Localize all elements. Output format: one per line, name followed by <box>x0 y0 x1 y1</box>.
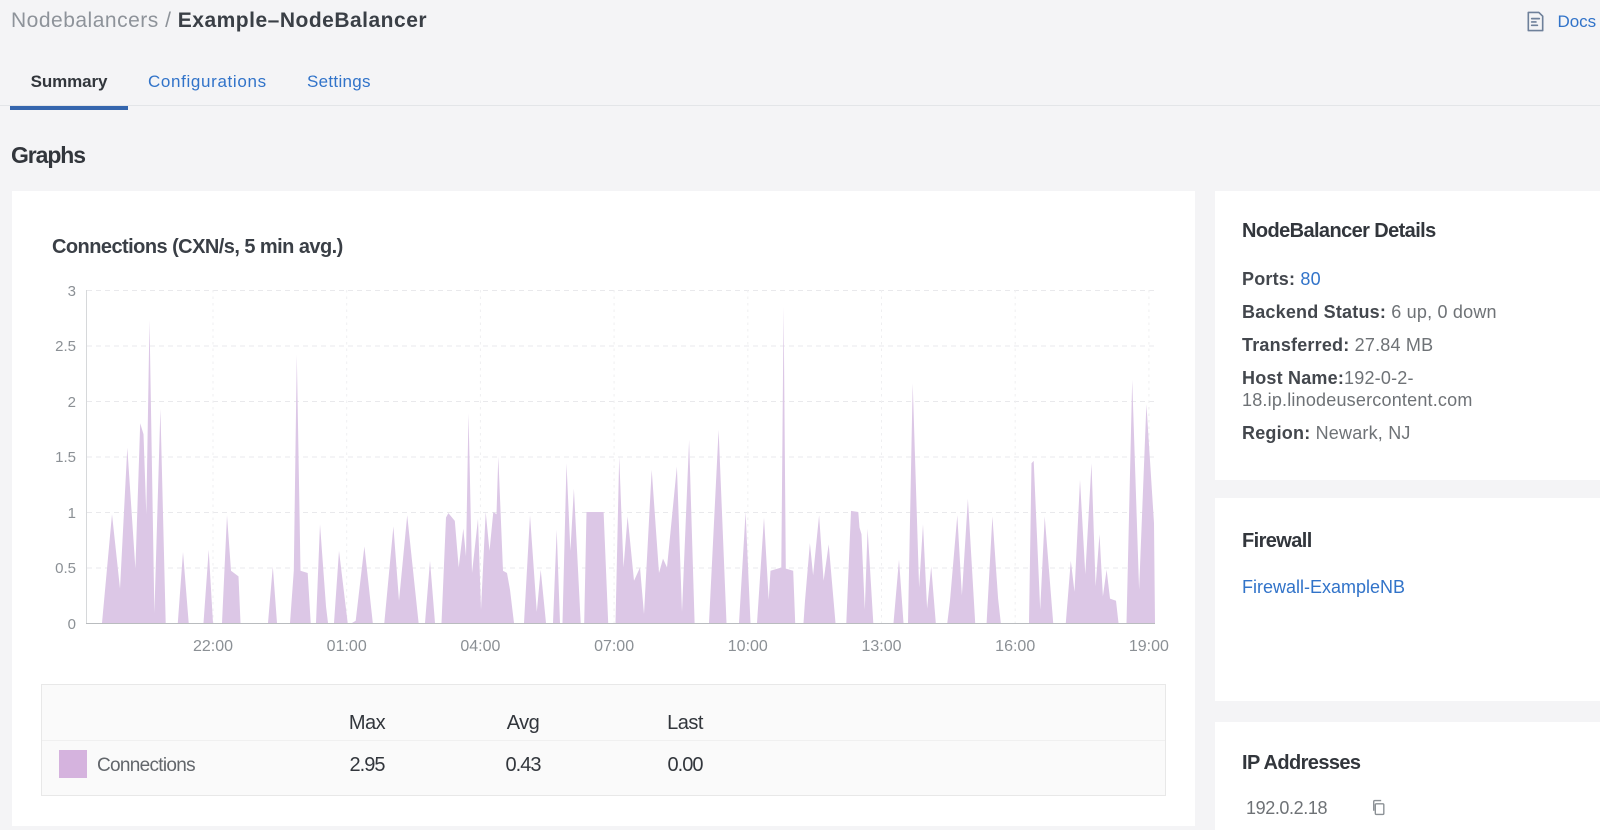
svg-text:10:00: 10:00 <box>728 638 768 655</box>
svg-text:19:00: 19:00 <box>1129 638 1169 655</box>
svg-text:01:00: 01:00 <box>327 638 367 655</box>
svg-text:3: 3 <box>68 283 76 300</box>
svg-text:0: 0 <box>68 616 76 633</box>
svg-text:2.5: 2.5 <box>55 338 76 355</box>
svg-text:0.5: 0.5 <box>55 560 76 577</box>
svg-text:04:00: 04:00 <box>460 638 500 655</box>
svg-text:16:00: 16:00 <box>995 638 1035 655</box>
svg-text:22:00: 22:00 <box>193 638 233 655</box>
svg-text:1.5: 1.5 <box>55 449 76 466</box>
svg-text:13:00: 13:00 <box>861 638 901 655</box>
svg-text:1: 1 <box>68 505 76 522</box>
svg-text:2: 2 <box>68 394 76 411</box>
svg-text:07:00: 07:00 <box>594 638 634 655</box>
